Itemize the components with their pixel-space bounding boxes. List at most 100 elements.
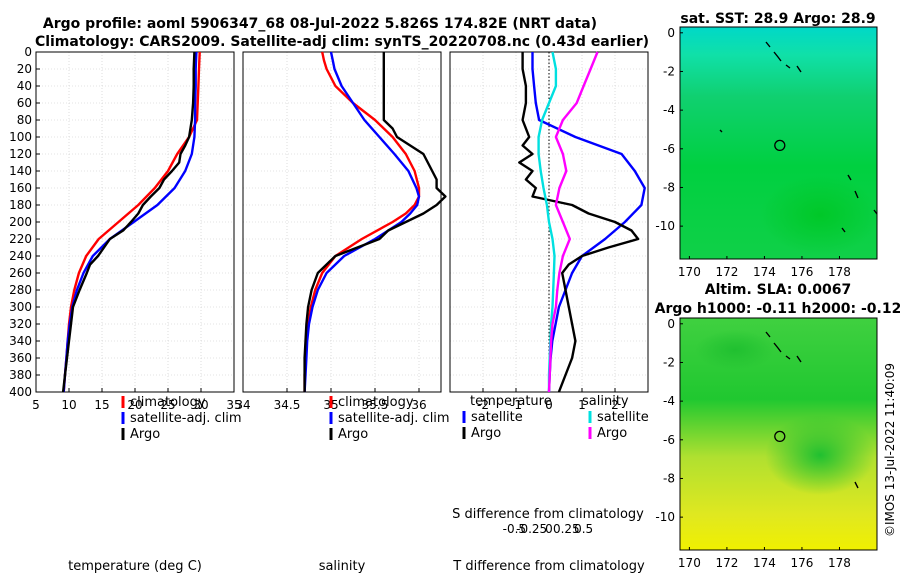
legend-climatology: climatology	[130, 395, 206, 410]
x-tick-label: 34	[235, 398, 250, 412]
map-x-tick-label: 178	[828, 556, 851, 570]
legend-sal-argo: Argo	[597, 426, 627, 441]
y-tick-label: 20	[17, 62, 32, 76]
y-tick-label: 240	[9, 249, 32, 263]
salinity-xlabel: salinity	[319, 559, 366, 574]
temperature-panel: 5 10 15 20 25 30 35 0 20 40 60 80 100 120 140 160 180 200…	[9, 45, 242, 574]
t-difference-xlabel: T difference from climatology	[452, 559, 645, 574]
x-tick-label: 34.5	[274, 398, 301, 412]
y-tick-label: 200	[9, 215, 32, 229]
y-tick-label: 280	[9, 283, 32, 297]
y-tick-label: 40	[17, 79, 32, 93]
y-tick-label: 0	[24, 45, 32, 59]
y-tick-label: 120	[9, 147, 32, 161]
map-x-tick-label: 170	[678, 556, 701, 570]
sla-map-frame	[679, 317, 878, 551]
map-x-tick-label: 174	[753, 556, 776, 570]
y-tick-label: 60	[17, 96, 32, 110]
series-line-satellite-adj-clim	[303, 51, 421, 393]
sla-map-subtitle: Argo h1000: -0.11 h2000: -0.12	[655, 301, 900, 317]
map-x-tick-label: 172	[715, 556, 738, 570]
x2-tick-label: 0.25	[553, 522, 580, 536]
map-x-tick-label: 172	[715, 265, 738, 279]
sla-low-patch	[765, 415, 875, 495]
map-x-tick-label: 176	[790, 265, 813, 279]
map-y-tick-label: -6	[663, 433, 675, 447]
sla-island-specks	[765, 331, 859, 489]
x2-tick-label: -0.25	[516, 522, 547, 536]
sst-map-frame	[679, 26, 878, 260]
y-tick-label: 340	[9, 334, 32, 348]
x2-tick-label: 0.5	[574, 522, 593, 536]
x-tick-label: 30	[193, 398, 208, 412]
s-difference-xlabel: S difference from climatology	[452, 507, 644, 522]
sla-low-patch-2	[695, 330, 775, 370]
y-tick-label: 380	[9, 368, 32, 382]
sst-cool-patch	[760, 175, 880, 255]
x-tick-label: 5	[32, 398, 40, 412]
x-tick-label: 15	[94, 398, 109, 412]
y-tick-label: 160	[9, 181, 32, 195]
difference-panel: -2 -1 0 1 2-0.5-0.250 0.250.5 S difference fr…	[449, 51, 649, 574]
map-y-tick-label: -8	[663, 471, 675, 485]
series-line-salinity-argo	[547, 51, 599, 393]
series-line-argo	[303, 52, 447, 392]
x-tick-label: -2	[477, 398, 489, 412]
x-tick-label: 2	[611, 398, 619, 412]
temperature-xlabel: temperature (deg C)	[68, 559, 202, 574]
salinity-axes-frame	[242, 51, 442, 393]
x-tick-label: 35	[226, 398, 241, 412]
y-tick-label: 300	[9, 300, 32, 314]
legend-temp-argo: Argo	[471, 426, 501, 441]
legend-satellite: satellite-adj. clim	[338, 411, 450, 426]
map-x-tick-label: 178	[828, 265, 851, 279]
series-line-temperature-argo	[518, 52, 640, 393]
legend-satellite: satellite-adj. clim	[130, 411, 242, 426]
x-tick-label: 36	[411, 398, 426, 412]
map-y-tick-label: -10	[655, 510, 675, 524]
argo-location-marker	[774, 139, 786, 152]
map-y-tick-label: 0	[667, 26, 675, 40]
y-tick-label: 360	[9, 351, 32, 365]
map-y-tick-label: -2	[663, 64, 675, 78]
series-line-temperature-satellite	[531, 52, 646, 393]
legend-climatology: climatology	[338, 395, 414, 410]
legend-argo: Argo	[338, 427, 368, 442]
x2-tick-label: 0	[545, 522, 553, 536]
map-y-tick-label: -10	[655, 219, 675, 233]
difference-legend: temperature satellite Argo salinity sate…	[462, 394, 649, 441]
map-y-tick-label: -4	[663, 394, 675, 408]
x-tick-label: 1	[578, 398, 586, 412]
argo-location-marker	[774, 430, 786, 443]
sst-island-specks	[719, 41, 878, 233]
x-tick-label: -1	[510, 398, 522, 412]
y-tick-label: 140	[9, 164, 32, 178]
y-tick-label: 320	[9, 317, 32, 331]
sla-map: Altim. SLA: 0.0067 Argo h1000: -0.11 h20…	[655, 282, 900, 570]
x-tick-label: 20	[127, 398, 142, 412]
legend-temp-satellite: satellite	[471, 410, 523, 425]
map-x-tick-label: 170	[678, 265, 701, 279]
sst-map: sat. SST: 28.9 Argo: 28.9 170 172 174 176 17…	[655, 11, 880, 279]
x-tick-label: 35.5	[362, 398, 389, 412]
map-y-tick-label: -4	[663, 103, 675, 117]
map-y-tick-label: -2	[663, 355, 675, 369]
map-x-tick-label: 176	[790, 556, 813, 570]
map-y-tick-label: 0	[667, 317, 675, 331]
series-line-satellite-adj-clim	[62, 51, 198, 393]
y-tick-label: 100	[9, 130, 32, 144]
figure-title-line1: Argo profile: aoml 5906347_68 08-Jul-202…	[43, 16, 597, 32]
x-tick-label: 25	[160, 398, 175, 412]
x-tick-label: 0	[545, 398, 553, 412]
y-tick-label: 220	[9, 232, 32, 246]
figure-title-line2: Climatology: CARS2009. Satellite-adj cli…	[35, 34, 649, 50]
y-tick-label: 180	[9, 198, 32, 212]
x2-tick-label: -0.5	[503, 522, 526, 536]
legend-sal-satellite: satellite	[597, 410, 649, 425]
map-y-tick-label: -6	[663, 142, 675, 156]
sst-map-title: sat. SST: 28.9 Argo: 28.9	[680, 11, 875, 27]
x-tick-label: 10	[61, 398, 76, 412]
map-x-tick-label: 174	[753, 265, 776, 279]
